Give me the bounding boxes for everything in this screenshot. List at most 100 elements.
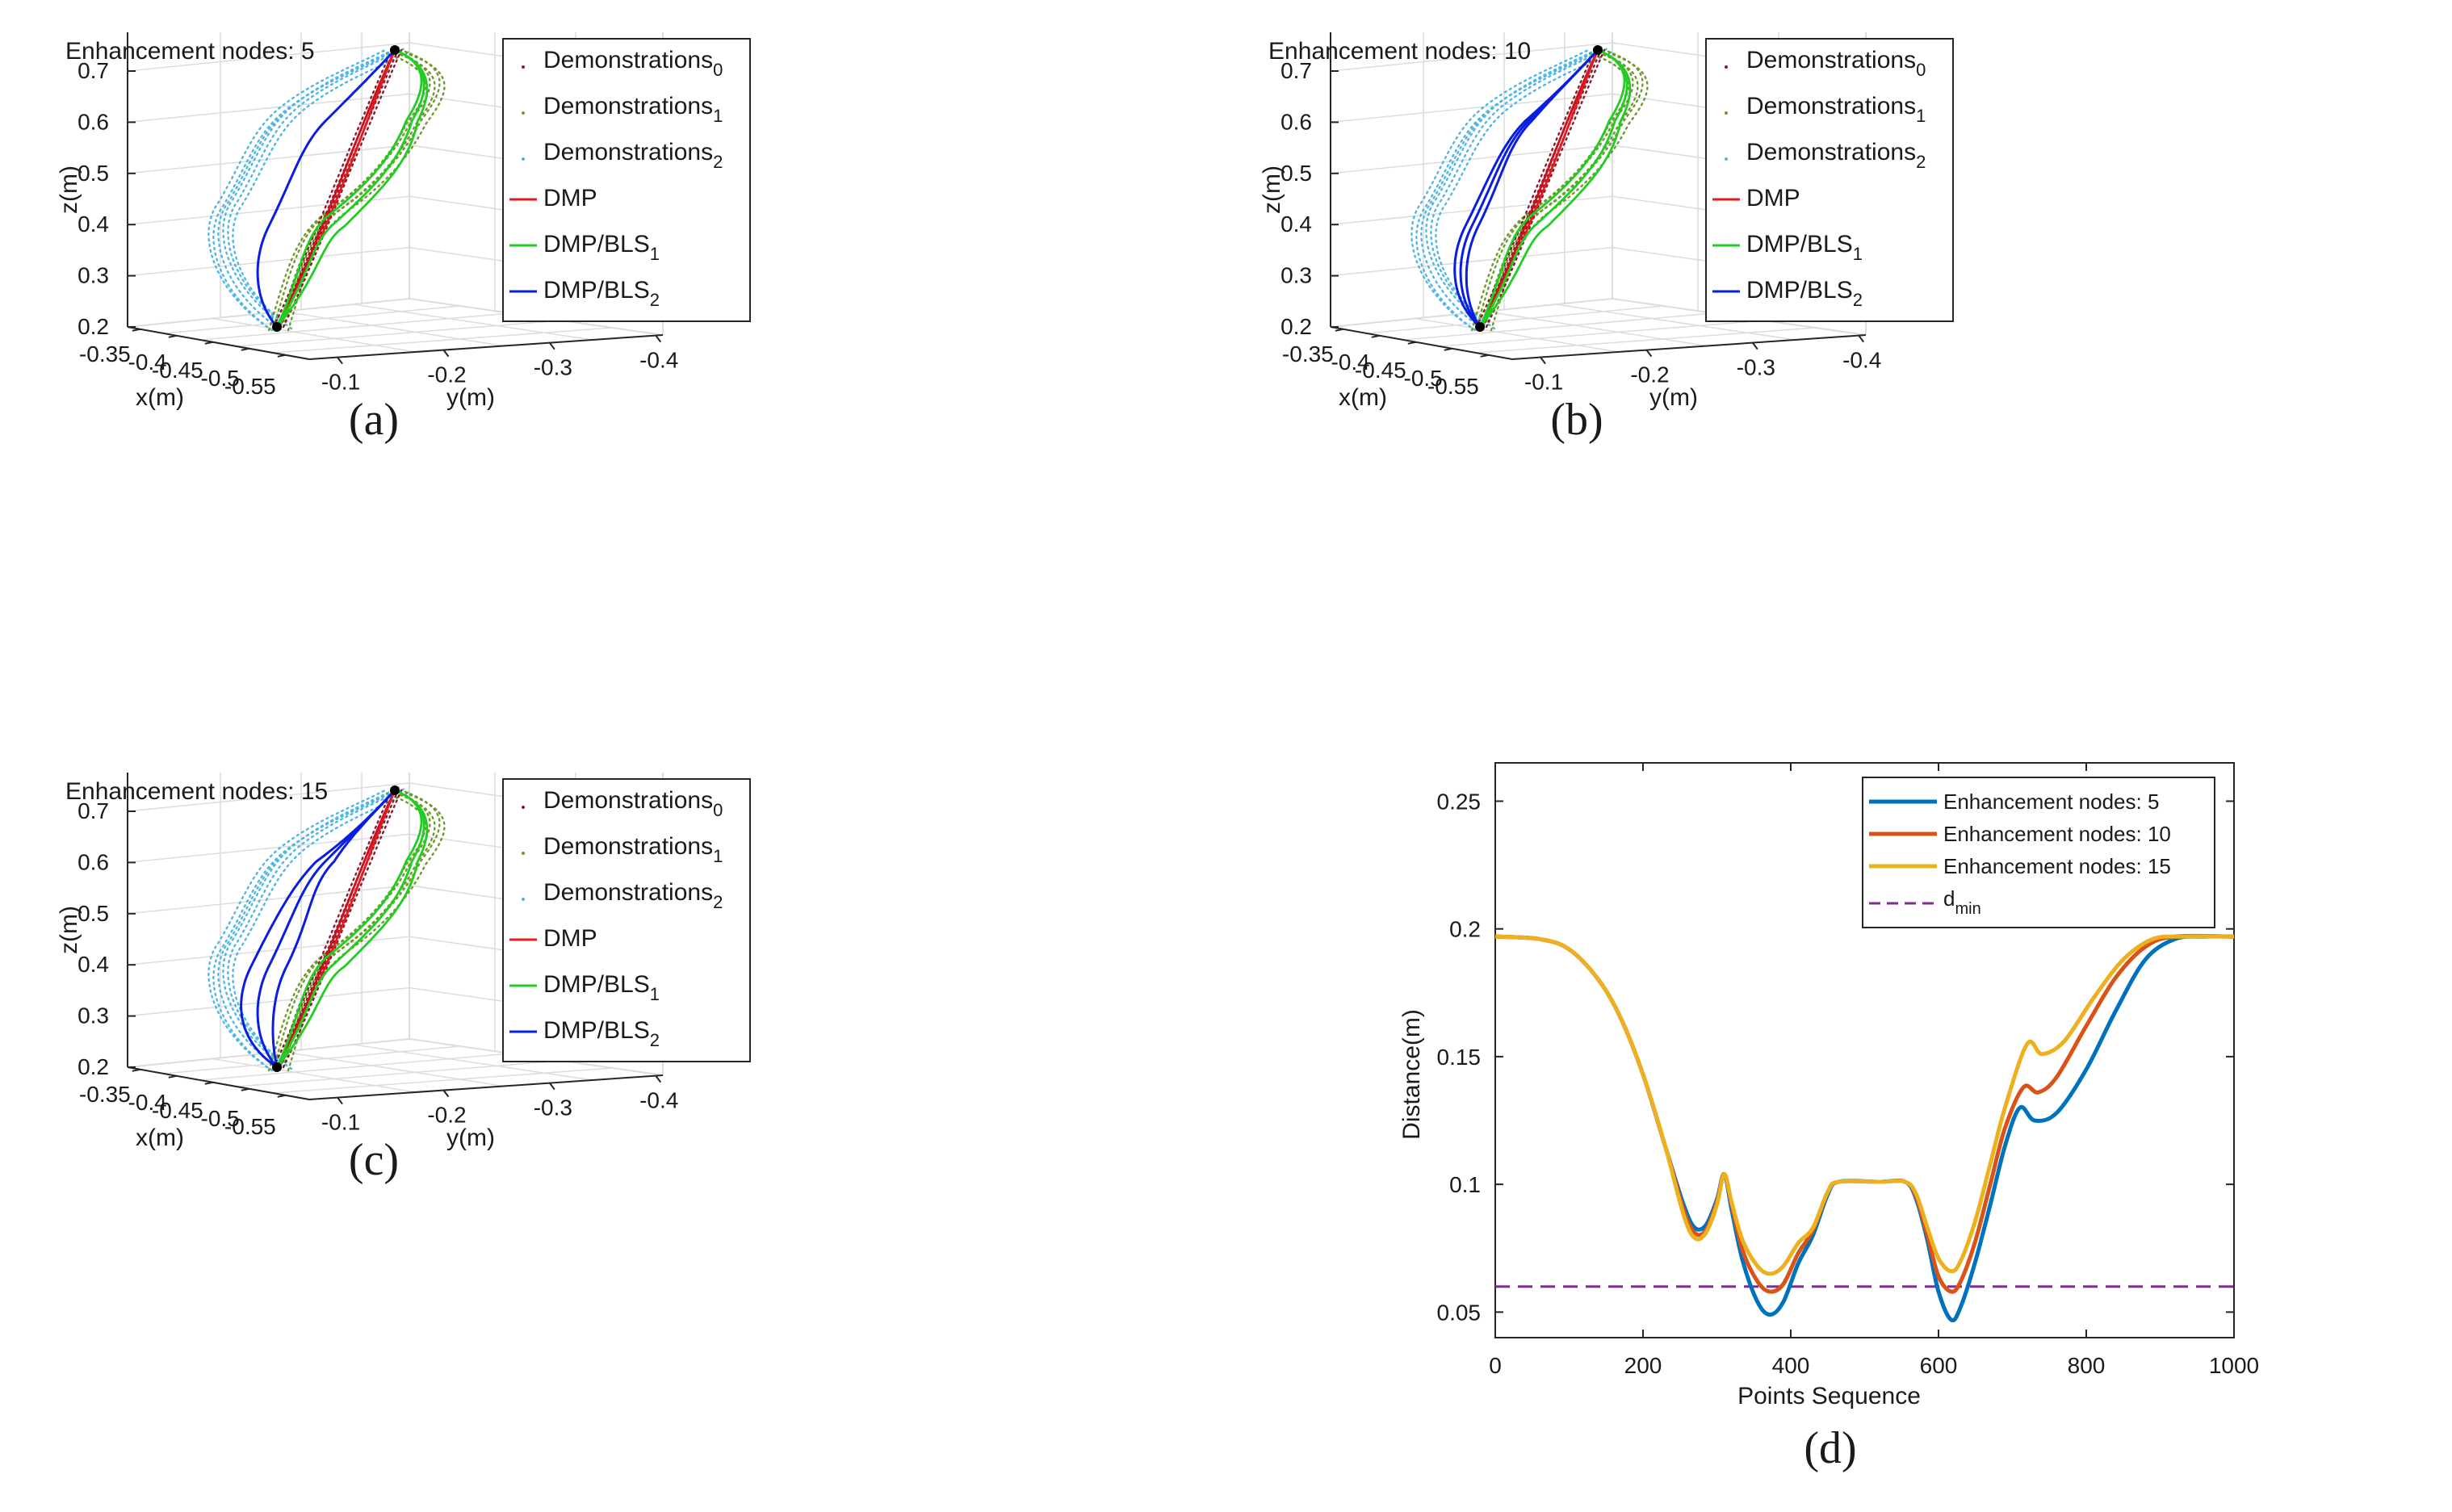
x-tick-label: 800 (2068, 1353, 2106, 1378)
floor-grid (282, 311, 505, 347)
x-tick (204, 341, 213, 345)
z-tick-label: 0.3 (1280, 263, 1312, 288)
x-tick (1335, 328, 1343, 332)
legend-marker-dot (522, 65, 525, 69)
distance-series-line (1494, 934, 2235, 1276)
dmp-bls1-trajectory (1478, 48, 1632, 328)
demo2-trajectory (227, 787, 406, 1067)
x-tick (132, 1068, 140, 1072)
x-tick (132, 328, 140, 332)
dmp-bls1-trajectory (275, 789, 429, 1068)
x-tick-label: -0.4 (1331, 350, 1370, 375)
x-tick-label: 1000 (2209, 1353, 2259, 1378)
z-tick-label: 0.5 (78, 901, 109, 926)
demo0-trajectory (272, 48, 393, 329)
x-tick (1480, 354, 1489, 358)
dmp-bls1-trajectory (275, 48, 425, 328)
y-tick-label: 0.25 (1437, 789, 1482, 814)
y-tick (549, 1083, 555, 1091)
floor-grid (1439, 320, 1765, 347)
y-tick-label: 0.2 (1449, 917, 1481, 942)
z-tick-label: 0.6 (1280, 109, 1312, 134)
legend-marker-dot (522, 852, 525, 855)
y-tick-label: 0.15 (1437, 1045, 1482, 1070)
x-tick (168, 1074, 177, 1079)
x-axis (127, 1066, 310, 1100)
legend-label: DMP/BLS1 (1746, 231, 1863, 264)
demo2-trajectory (222, 785, 401, 1066)
y-axis-label: y(m) (446, 1125, 495, 1151)
x-tick-label: -0.55 (224, 374, 276, 399)
legend-label: Demonstrations1 (1746, 93, 1926, 126)
legend-label: DMP/BLS2 (543, 277, 660, 310)
start-point (272, 322, 282, 332)
dmp-bls1-trajectory (1478, 48, 1626, 328)
floor-grid (1415, 317, 1619, 353)
y-tick-label: -0.4 (1842, 348, 1881, 373)
floor-grid (1366, 305, 1663, 334)
floor-grid (212, 317, 416, 353)
legend-label: Demonstrations2 (543, 139, 723, 172)
y-tick-label: -0.2 (427, 1103, 466, 1128)
legend-label: Demonstrations0 (1746, 47, 1926, 80)
z-gridline-left (127, 885, 410, 915)
goal-point (390, 785, 400, 795)
dmp-bls1-trajectory (275, 789, 423, 1068)
z-tick-label: 0.4 (78, 212, 109, 237)
x-tick-label: -0.55 (224, 1114, 276, 1139)
floor-grid (199, 312, 511, 341)
legend-label: Enhancement nodes: 5 (1943, 790, 2159, 814)
panel-title: Enhancement nodes: 5 (65, 38, 315, 65)
y-tick-label: -0.4 (639, 348, 678, 373)
z-tick-label: 0.3 (78, 1003, 109, 1028)
z-axis-label: z(m) (56, 906, 82, 954)
x-tick-label: -0.45 (152, 358, 203, 383)
x-axis-label: x(m) (136, 384, 184, 411)
legend-marker-dot (1725, 111, 1728, 115)
floor-grid (1485, 311, 1708, 347)
x-tick (1371, 334, 1380, 338)
floor-grid (236, 1060, 562, 1087)
panel-letter: (c) (349, 1135, 399, 1185)
x-tick-label: -0.35 (79, 341, 131, 366)
x-axis (1330, 326, 1513, 360)
y-tick (337, 1097, 343, 1105)
demo2-trajectory (232, 50, 411, 330)
z-tick-label: 0.2 (78, 314, 109, 339)
x-axis-label: x(m) (1339, 384, 1387, 411)
y-tick-label: -0.3 (534, 1095, 572, 1120)
x-tick-label: -0.5 (201, 1106, 240, 1131)
x-axis-label: Points Sequence (1737, 1383, 1921, 1409)
z-gridline-left (127, 144, 410, 174)
z-gridline-left (127, 42, 410, 72)
legend-label: DMP/BLS1 (543, 971, 660, 1004)
x-tick (1407, 341, 1416, 345)
demo2-trajectory (1430, 47, 1609, 327)
z-tick-label: 0.4 (1280, 212, 1312, 237)
floor-grid (272, 1067, 613, 1094)
z-gridline-left (1330, 93, 1613, 124)
demo0-trajectory (282, 789, 403, 1069)
legend-label: Enhancement nodes: 10 (1943, 822, 2171, 846)
x-tick-label: 400 (1772, 1353, 1810, 1378)
legend-2d: Enhancement nodes: 5 Enhancement nodes: 1… (1862, 777, 2215, 928)
x-tick-label: 200 (1624, 1353, 1662, 1378)
demo2-trajectory (1435, 50, 1614, 330)
demo0-trajectory (1485, 48, 1606, 329)
x-tick (168, 334, 177, 338)
dmp-trajectory (1478, 49, 1599, 328)
demo2-trajectory (232, 790, 411, 1070)
panel-letter: (b) (1550, 395, 1603, 445)
legend-3d: Demonstrations0 Demonstrations1 Demonstrat… (502, 778, 751, 1062)
demo0-trajectory (282, 48, 403, 329)
floor-grid (199, 1053, 511, 1081)
z-tick-label: 0.7 (78, 798, 109, 823)
panel-3d-0: 0.20.30.40.50.60.7-0.35-0.4-0.45-0.5-0.5… (56, 32, 751, 445)
y-tick-label: -0.2 (427, 362, 466, 387)
demo0-trajectory (272, 789, 393, 1069)
legend-box (502, 38, 751, 322)
z-gridline-left (127, 833, 410, 864)
dmp-bls2-trajectory (1465, 48, 1599, 328)
